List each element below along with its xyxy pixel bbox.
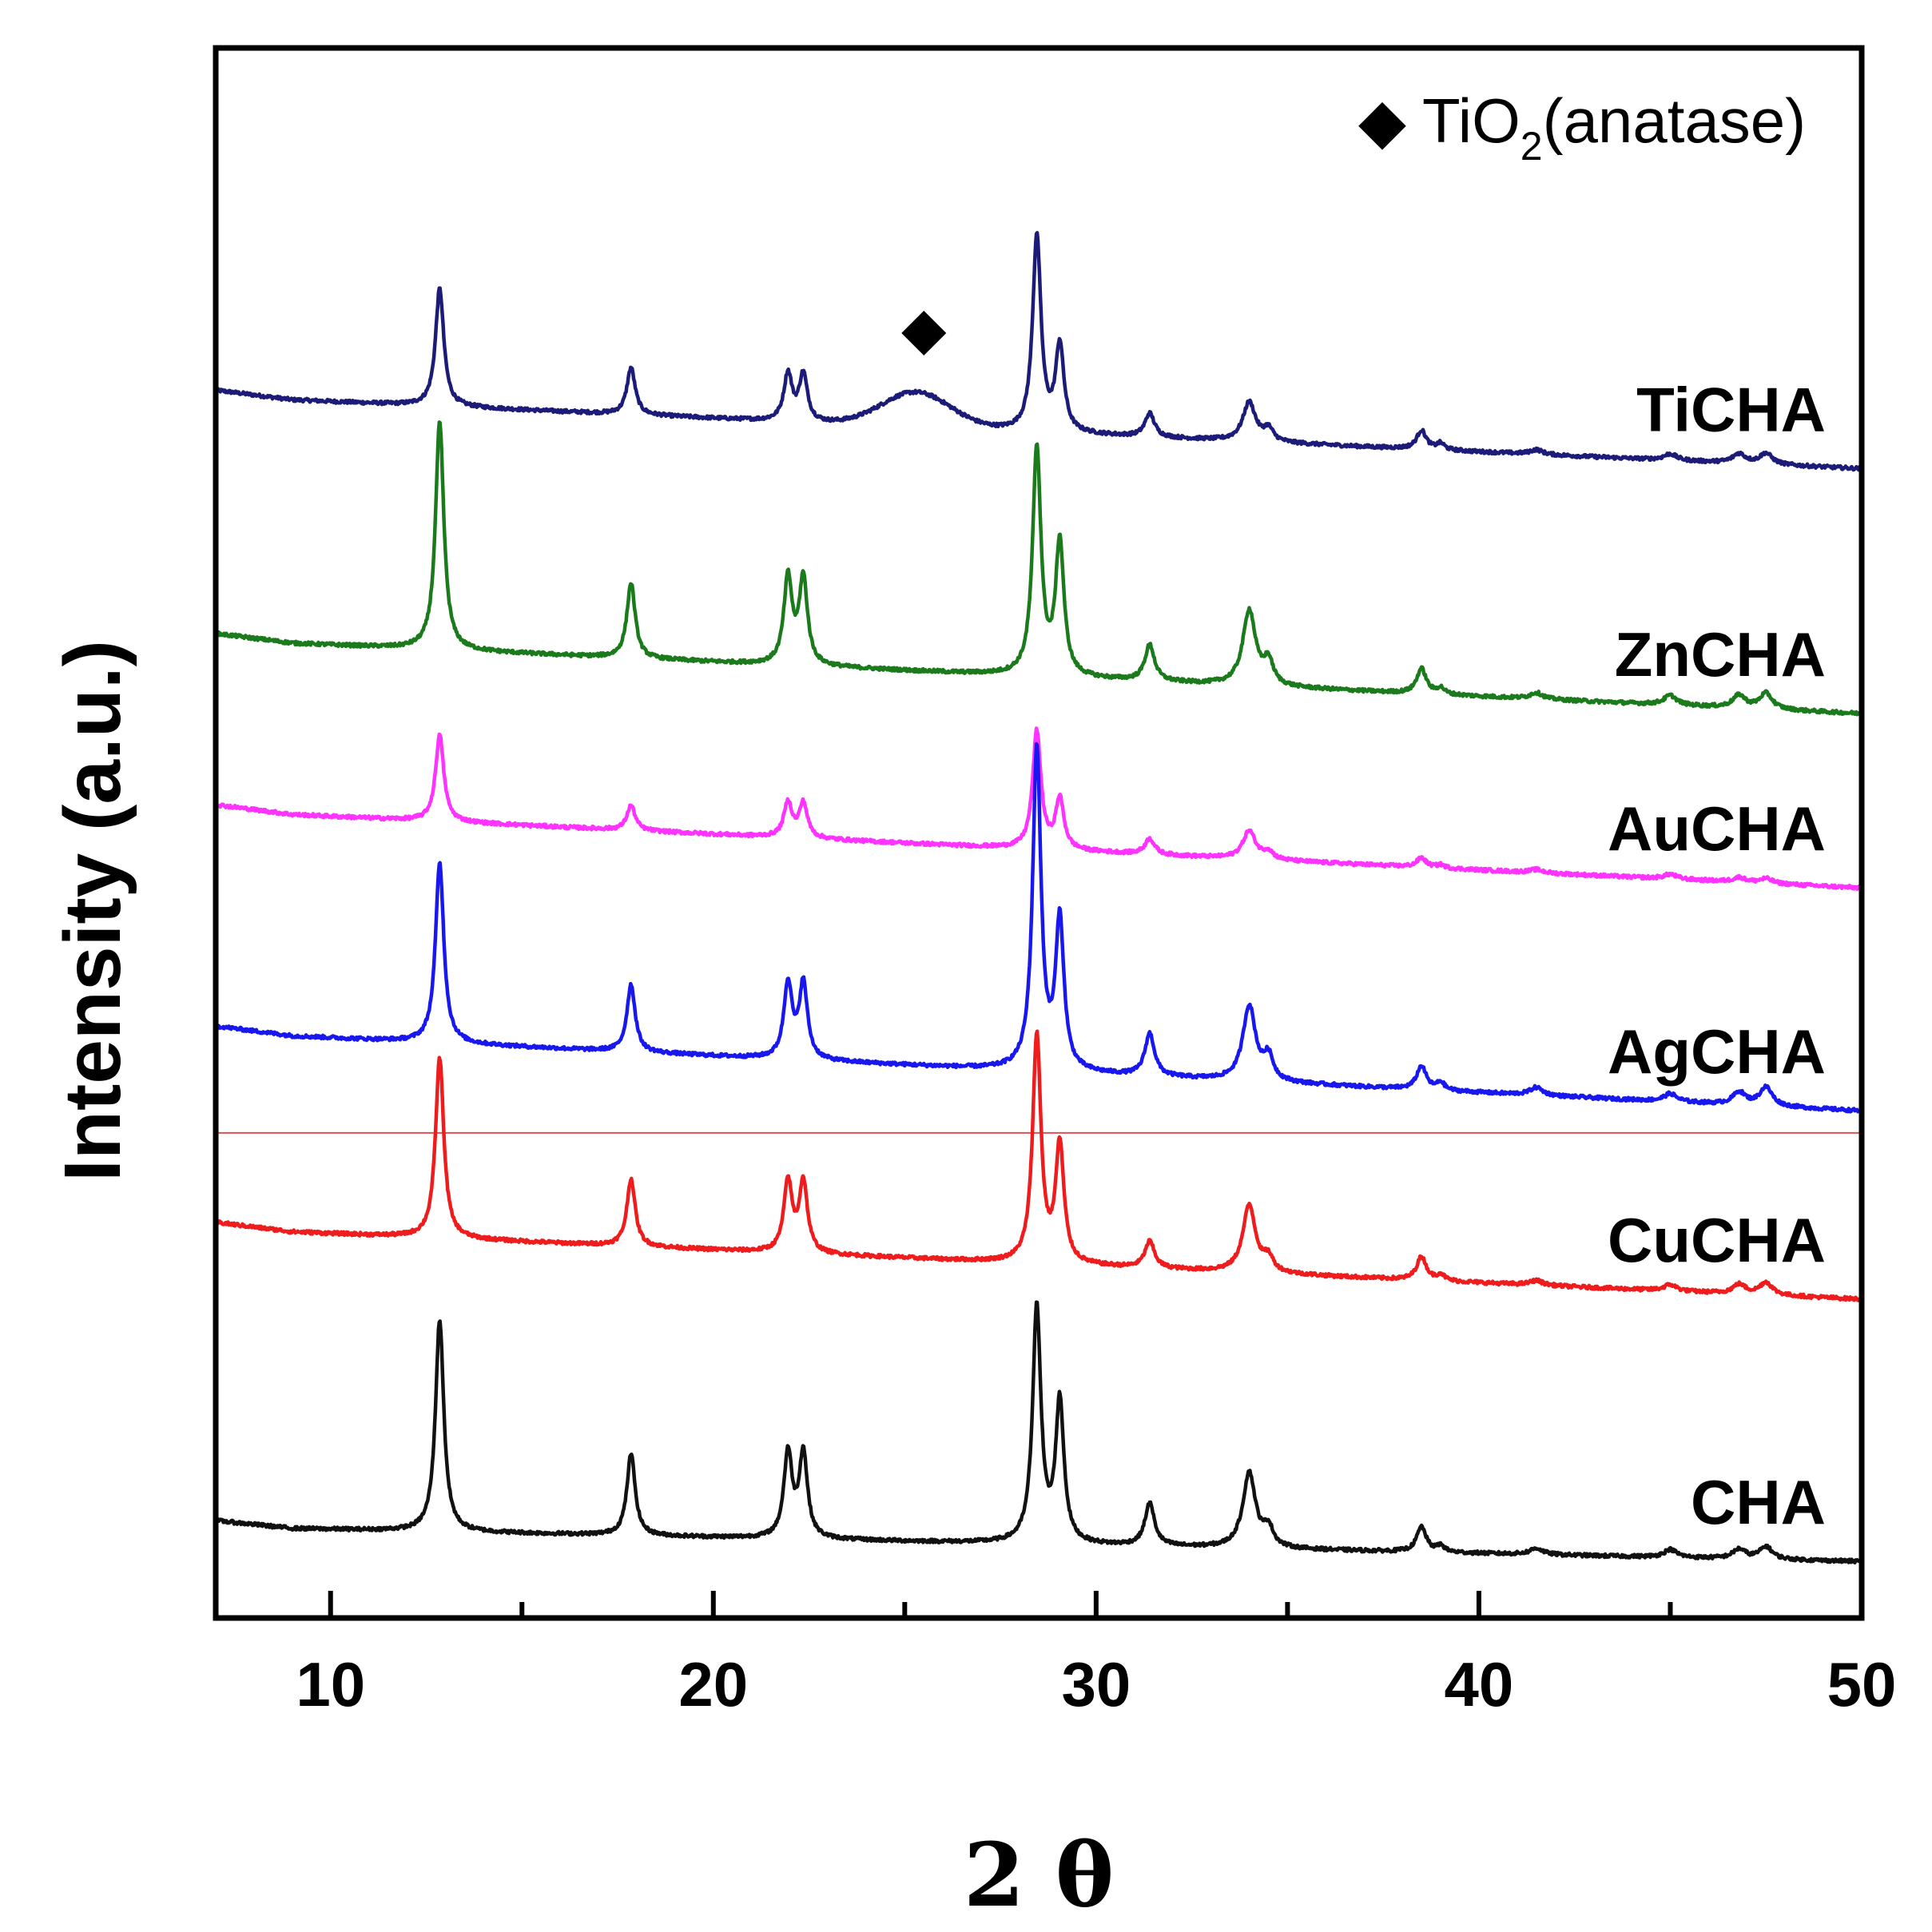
series-label-cucha: CuCHA — [1608, 1205, 1826, 1275]
x-tick-label: 20 — [678, 1649, 748, 1719]
series-line-aucha — [214, 726, 1863, 892]
legend-text-sub: 2 — [1521, 124, 1543, 169]
x-tick-label: 50 — [1827, 1649, 1897, 1719]
series-line-agcha — [213, 741, 1863, 1114]
y-axis-label: Intensity (a.u.) — [48, 640, 137, 1182]
plot-area — [213, 231, 1864, 1565]
anatase-marker-icon — [901, 310, 947, 356]
series-line-cha — [213, 1300, 1864, 1565]
series-label-zncha: ZnCHA — [1615, 619, 1826, 690]
x-tick-label: 10 — [296, 1649, 365, 1719]
series-label-agcha: AgCHA — [1608, 1016, 1826, 1087]
x-tick-label: 40 — [1445, 1649, 1514, 1719]
legend-text-main: TiO — [1422, 85, 1521, 156]
series-line-ticha — [214, 231, 1863, 472]
plot-frame — [213, 45, 1865, 1621]
series-labels: TiCHA ZnCHA AuCHA AgCHA CuCHA CHA — [1608, 374, 1826, 1537]
series-line-zncha — [214, 420, 1863, 717]
legend-marker-icon: ◆ — [1358, 85, 1406, 156]
legend: ◆ TiO2(anatase) — [1358, 85, 1806, 169]
x-axis: 10 20 30 40 50 — [296, 1591, 1896, 1719]
series-label-ticha: TiCHA — [1636, 374, 1826, 444]
legend-text-tail: (anatase) — [1543, 85, 1807, 156]
x-tick-label: 30 — [1061, 1649, 1131, 1719]
series-line-cucha — [214, 1029, 1864, 1303]
legend-label: TiO2(anatase) — [1422, 85, 1806, 169]
series-label-cha: CHA — [1691, 1467, 1826, 1537]
x-axis-label: 2 θ — [964, 1823, 1114, 1926]
series-label-aucha: AuCHA — [1608, 793, 1826, 864]
